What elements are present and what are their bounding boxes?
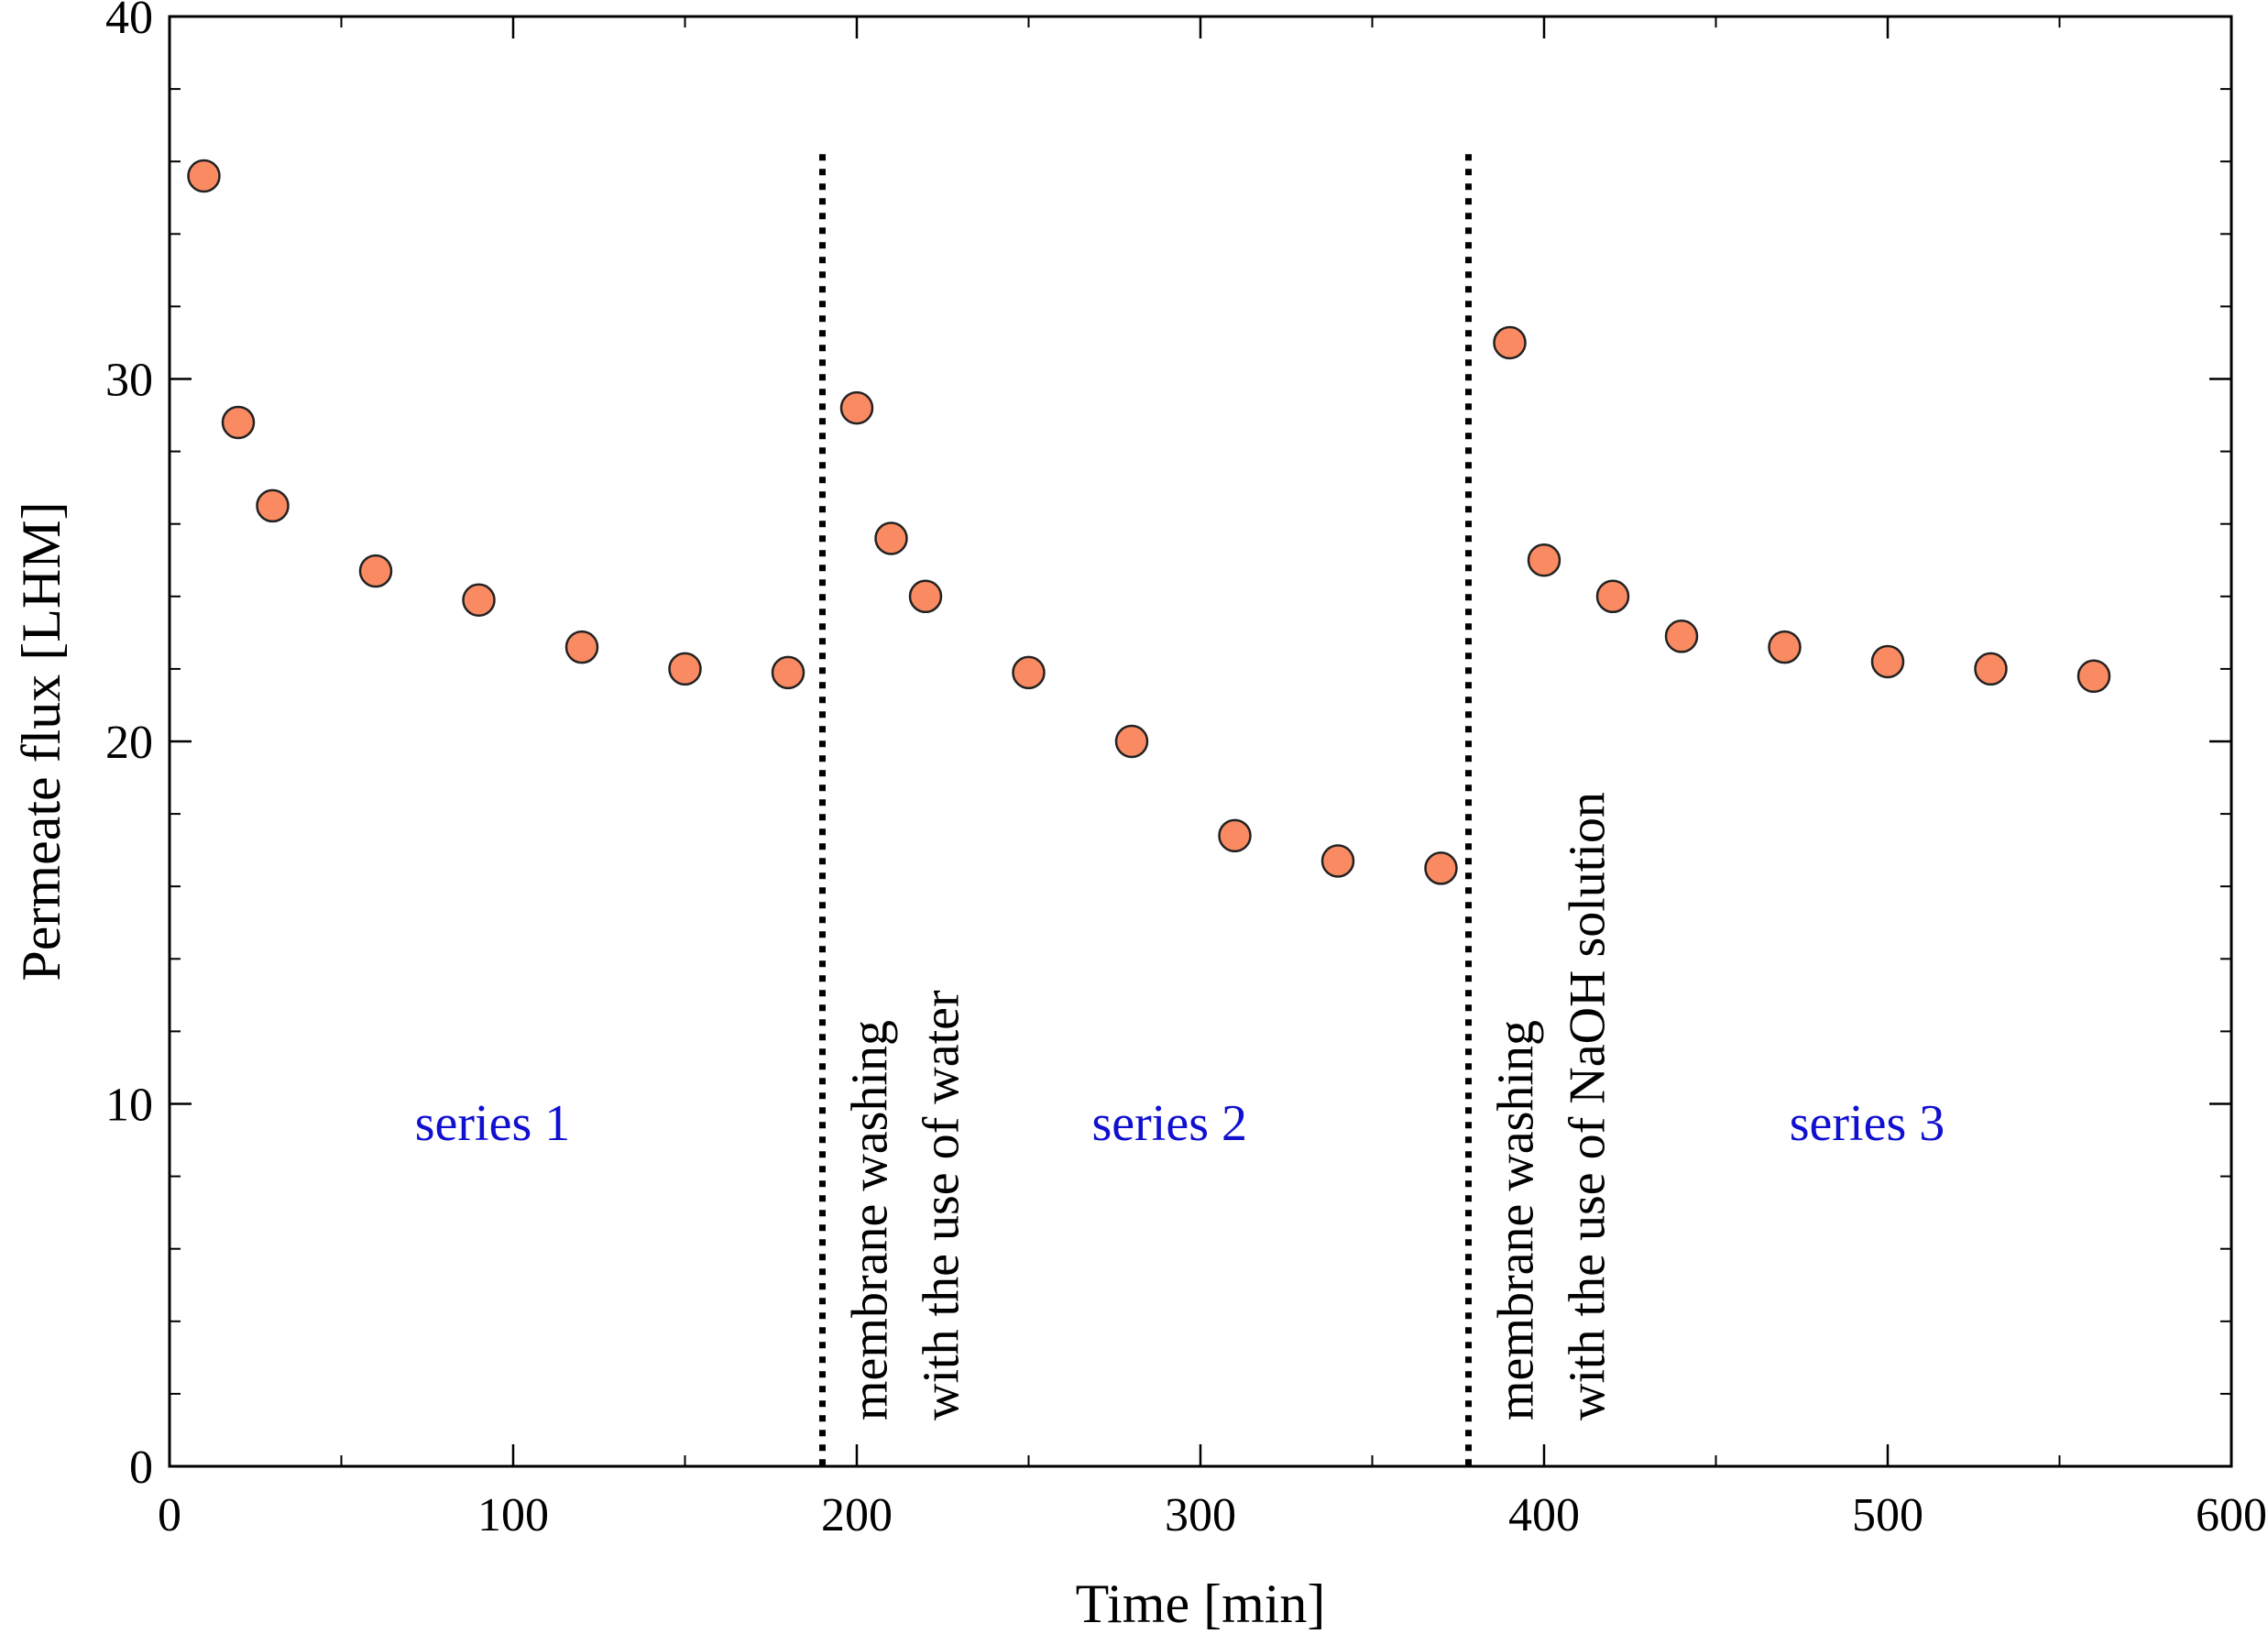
series-label: series 1 bbox=[415, 1095, 571, 1152]
x-tick-label: 300 bbox=[1165, 1489, 1236, 1541]
y-tick-label: 30 bbox=[105, 355, 153, 407]
data-point bbox=[1012, 655, 1046, 690]
data-point bbox=[221, 405, 256, 440]
washing-annotation-line: with the use of NaOH solution bbox=[1560, 792, 1616, 1420]
y-tick-label: 10 bbox=[105, 1080, 153, 1132]
x-tick-label: 100 bbox=[477, 1489, 549, 1541]
data-point bbox=[1114, 724, 1149, 759]
series-label: series 3 bbox=[1790, 1095, 1945, 1152]
data-point bbox=[1424, 851, 1458, 885]
y-axis-title: Permeate flux [LHM] bbox=[11, 501, 71, 981]
y-tick-label: 20 bbox=[105, 717, 153, 769]
x-tick-label: 600 bbox=[2196, 1489, 2267, 1541]
data-point bbox=[1320, 844, 1355, 878]
data-point bbox=[256, 488, 290, 523]
washing-annotation-line: membrane washing bbox=[842, 1020, 899, 1420]
data-point bbox=[1870, 644, 1905, 679]
data-point bbox=[2076, 659, 2111, 694]
data-point bbox=[1768, 630, 1802, 664]
data-point bbox=[1974, 652, 2008, 686]
annotations: membrane washing with the use of water mem… bbox=[415, 792, 1945, 1420]
data-point bbox=[1595, 579, 1630, 614]
data-point bbox=[668, 652, 702, 686]
data-points bbox=[187, 159, 2111, 885]
data-point bbox=[839, 390, 874, 425]
data-point bbox=[1664, 620, 1699, 653]
y-tick-label: 0 bbox=[129, 1442, 153, 1494]
data-point bbox=[187, 159, 221, 193]
data-point bbox=[771, 655, 805, 690]
x-axis-title: Time [min] bbox=[1076, 1574, 1326, 1634]
plot-frame bbox=[168, 15, 2233, 1468]
data-point bbox=[908, 579, 943, 614]
data-point bbox=[462, 583, 496, 618]
x-tick-label: 0 bbox=[158, 1489, 181, 1541]
data-point bbox=[1527, 543, 1561, 577]
x-tick-label: 200 bbox=[821, 1489, 893, 1541]
x-tick-label: 500 bbox=[1852, 1489, 1923, 1541]
data-point bbox=[1493, 325, 1527, 360]
washing-annotation-line: membrane washing bbox=[1488, 1020, 1545, 1420]
x-tick-label: 400 bbox=[1508, 1489, 1580, 1541]
axis-ticks: 0 100 200 300 400 500 600 0 10 20 30 40 bbox=[105, 0, 2267, 1541]
data-point bbox=[1218, 818, 1252, 853]
data-point bbox=[564, 630, 599, 664]
data-point bbox=[874, 521, 908, 555]
series-label: series 2 bbox=[1091, 1095, 1247, 1152]
washing-annotation-line: with the use of water bbox=[914, 990, 970, 1420]
y-tick-label: 40 bbox=[105, 0, 153, 44]
data-point bbox=[358, 554, 393, 588]
